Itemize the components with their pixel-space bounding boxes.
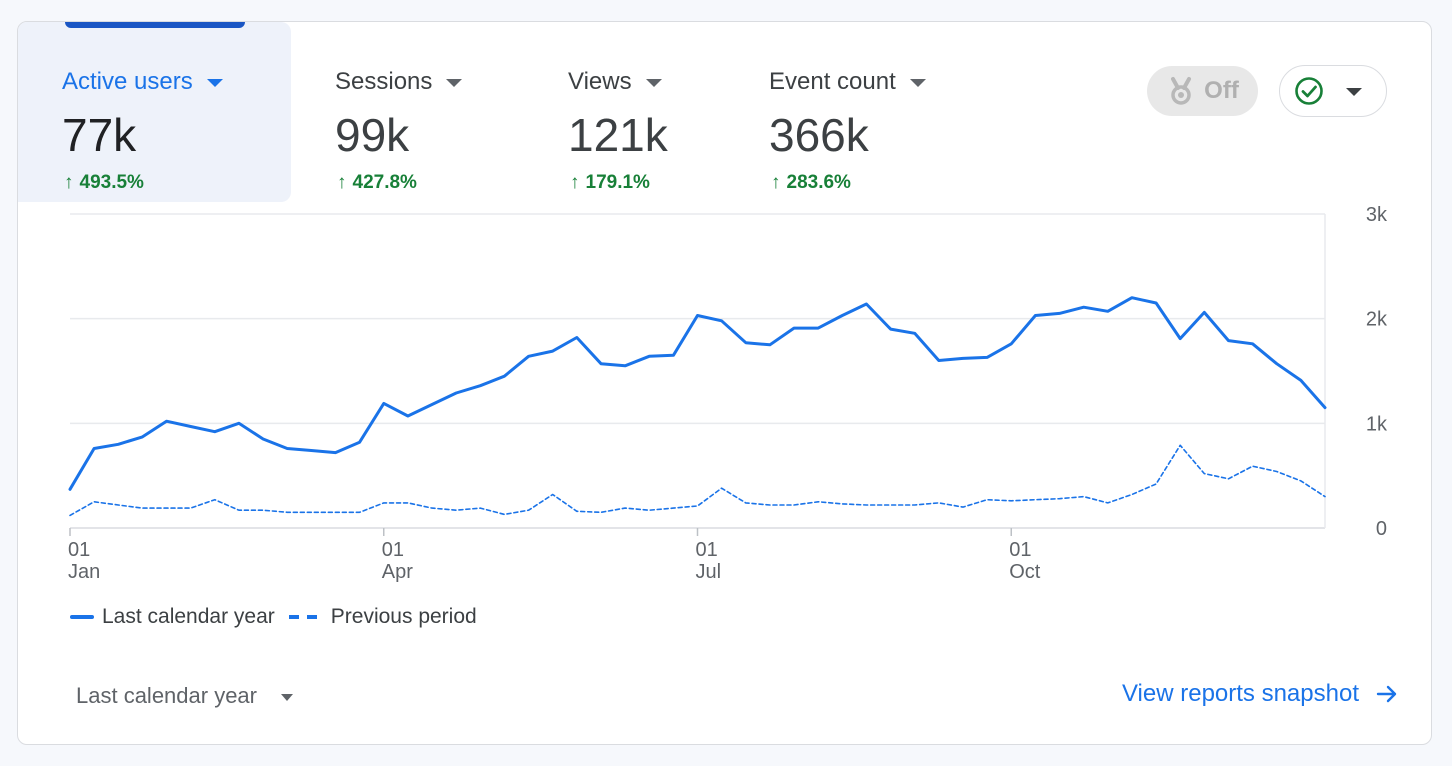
- x-tick-day: 01: [1009, 539, 1031, 561]
- series-line-previous-period: [69, 444, 1326, 517]
- caret-down-icon: [1346, 88, 1362, 96]
- tab-sessions[interactable]: Sessions 99k ↑ 427.8%: [318, 22, 538, 202]
- check-circle-icon: [1295, 77, 1323, 105]
- x-tick-day: 01: [696, 539, 718, 561]
- active-tab-indicator: [65, 22, 245, 28]
- insights-toggle[interactable]: Off: [1147, 66, 1258, 116]
- caret-down-icon: [281, 693, 293, 701]
- metric-label-text: Sessions: [335, 68, 433, 95]
- legend-item-current[interactable]: Last calendar year: [70, 605, 275, 629]
- x-tick-month: Jan: [68, 561, 100, 583]
- metric-value: 99k: [335, 109, 410, 161]
- x-tick-day: 01: [68, 539, 90, 561]
- tab-views[interactable]: Views 121k ↑ 179.1%: [548, 22, 748, 202]
- tab-active-users[interactable]: Active users 77k ↑ 493.5%: [18, 22, 291, 202]
- overview-card: Active users 77k ↑ 493.5% Sessions 99k ↑…: [17, 21, 1432, 745]
- status-dropdown[interactable]: [1279, 65, 1387, 117]
- caret-down-icon: [206, 79, 223, 87]
- x-tick-day: 01: [382, 539, 404, 561]
- y-tick-label: 3k: [1366, 204, 1388, 226]
- caret-down-icon: [645, 79, 662, 87]
- metric-label-text: Event count: [769, 68, 896, 95]
- dashed-line-swatch: [288, 615, 319, 619]
- metric-change: ↑ 179.1%: [570, 172, 650, 194]
- metric-value: 366k: [769, 109, 869, 161]
- arrow-up-icon: ↑: [570, 172, 580, 193]
- solid-line-swatch: [70, 615, 94, 619]
- legend-item-previous[interactable]: Previous period: [288, 605, 477, 629]
- metric-value: 121k: [568, 109, 668, 161]
- metric-change-text: 493.5%: [79, 172, 144, 193]
- metric-label: Sessions: [335, 68, 463, 96]
- metric-label: Active users: [62, 68, 223, 96]
- metric-change: ↑ 427.8%: [337, 172, 417, 194]
- y-tick-label: 0: [1376, 518, 1387, 540]
- metric-change-text: 427.8%: [352, 172, 417, 193]
- x-tick-month: Jul: [696, 561, 722, 583]
- metric-change: ↑ 283.6%: [771, 172, 851, 194]
- metric-change: ↑ 493.5%: [64, 172, 144, 194]
- metric-change-text: 283.6%: [786, 172, 851, 193]
- series-line-last-calendar-year: [68, 296, 1327, 491]
- caret-down-icon: [909, 79, 926, 87]
- chart-legend: Last calendar year Previous period: [70, 605, 491, 629]
- metric-label-text: Active users: [62, 68, 193, 95]
- x-tick-month: Oct: [1009, 561, 1041, 583]
- y-tick-label: 2k: [1366, 309, 1388, 331]
- date-range-select[interactable]: Last calendar year: [76, 683, 293, 709]
- arrow-up-icon: ↑: [64, 172, 74, 193]
- legend-label: Last calendar year: [102, 605, 275, 628]
- arrow-up-icon: ↑: [771, 172, 781, 193]
- arrow-right-icon: [1376, 685, 1397, 703]
- view-reports-label: View reports snapshot: [1121, 680, 1359, 707]
- view-reports-snapshot-link[interactable]: View reports snapshot: [1122, 680, 1399, 708]
- metric-label-text: Views: [568, 68, 632, 95]
- metric-value: 77k: [62, 109, 137, 161]
- medal-icon: [1171, 77, 1192, 105]
- tab-event-count[interactable]: Event count 366k ↑ 283.6%: [758, 22, 998, 202]
- metric-label: Event count: [769, 68, 926, 96]
- metric-change-text: 179.1%: [585, 172, 650, 193]
- metric-label: Views: [568, 68, 662, 96]
- arrow-up-icon: ↑: [337, 172, 347, 193]
- toggle-label: Off: [1204, 77, 1239, 104]
- y-tick-label: 1k: [1366, 413, 1388, 435]
- line-chart: 0 1k 2k 3k 01 Jan 01 Apr 01 Jul 01 Oct: [18, 202, 1431, 602]
- legend-label: Previous period: [330, 605, 477, 628]
- caret-down-icon: [446, 79, 463, 87]
- date-range-label: Last calendar year: [76, 683, 257, 708]
- x-tick-month: Apr: [382, 561, 413, 583]
